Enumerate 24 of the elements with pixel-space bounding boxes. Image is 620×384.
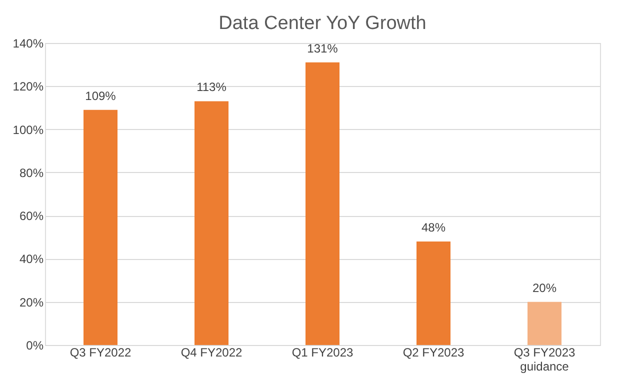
x-tick-label: Q3 FY2022 [70,346,132,360]
chart-title: Data Center YoY Growth [218,13,426,34]
data-label: 48% [421,220,446,234]
x-tick-label: Q4 FY2022 [180,346,243,360]
bar [416,241,450,345]
y-tick-label: 60% [19,209,44,224]
bar [194,101,228,345]
y-tick-label: 100% [12,122,44,137]
x-tick-label: Q1 FY2023 [292,346,354,360]
y-tick-label: 120% [12,80,44,94]
y-tick-label: 140% [12,36,44,50]
x-tick-label: Q3 FY2023 guidance [514,346,576,374]
data-label: 113% [196,80,227,94]
data-label: 109% [85,88,116,103]
y-tick-label: 80% [19,166,44,180]
bar [306,62,340,345]
bar [84,110,118,345]
bar [528,302,562,345]
data-label: 20% [532,280,557,295]
data-label: 131% [307,41,338,56]
y-tick-label: 0% [26,338,44,352]
x-tick-label: Q2 FY2023 [402,346,465,360]
y-tick-label: 40% [19,252,44,266]
y-tick-label: 20% [19,295,44,310]
